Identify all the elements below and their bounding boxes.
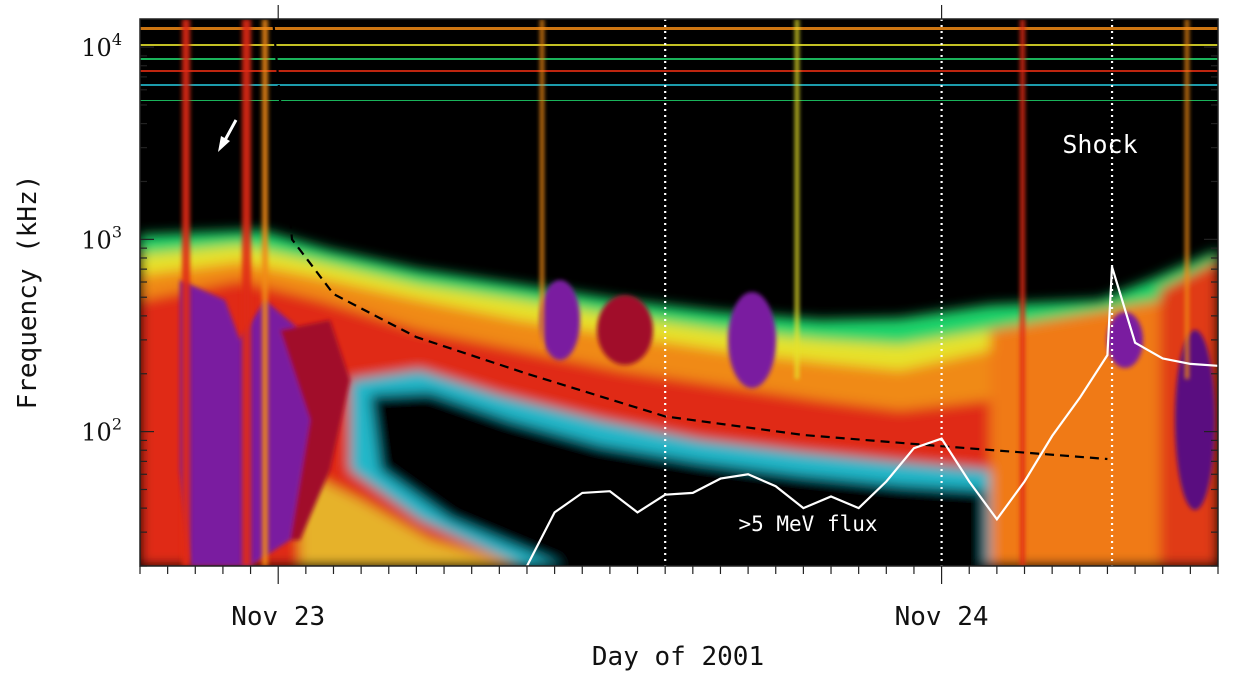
plot-area xyxy=(140,19,1218,566)
arrow-icon xyxy=(218,119,238,152)
y-axis-title: Frequency (kHz) xyxy=(13,175,43,410)
y-tick-label: 104 xyxy=(81,30,122,62)
flux-label: >5 MeV flux xyxy=(738,512,877,536)
purple-patch-4 xyxy=(1107,312,1143,368)
purple-patch-1 xyxy=(540,280,580,360)
purple-patch-3 xyxy=(728,292,776,388)
shock-label: Shock xyxy=(1062,130,1137,159)
y-tick-labels: 102 103 104 xyxy=(81,30,122,447)
axis-ticks xyxy=(139,5,1219,584)
dashed-drift-curve xyxy=(272,25,1108,461)
lower-continuum xyxy=(300,470,520,566)
black-gap xyxy=(370,392,985,566)
dark-red-early xyxy=(280,320,350,540)
purple-patch-2 xyxy=(597,295,653,365)
plot-frame xyxy=(139,18,1219,567)
y-tick-label: 103 xyxy=(81,222,122,254)
interference-lines xyxy=(140,27,1218,101)
type-iii-bursts xyxy=(182,19,1189,566)
x-tick-labels: Nov 23 Nov 24 xyxy=(231,602,988,632)
dotted-markers xyxy=(664,19,1114,566)
y-tick-label: 102 xyxy=(81,415,122,447)
x-tick-label: Nov 24 xyxy=(895,602,989,632)
purple-patch-5 xyxy=(1175,330,1215,510)
x-tick-label: Nov 23 xyxy=(231,602,325,632)
x-axis-title: Day of 2001 xyxy=(592,642,764,672)
flux-curve xyxy=(526,266,1218,566)
spectrogram-image xyxy=(140,19,1218,566)
